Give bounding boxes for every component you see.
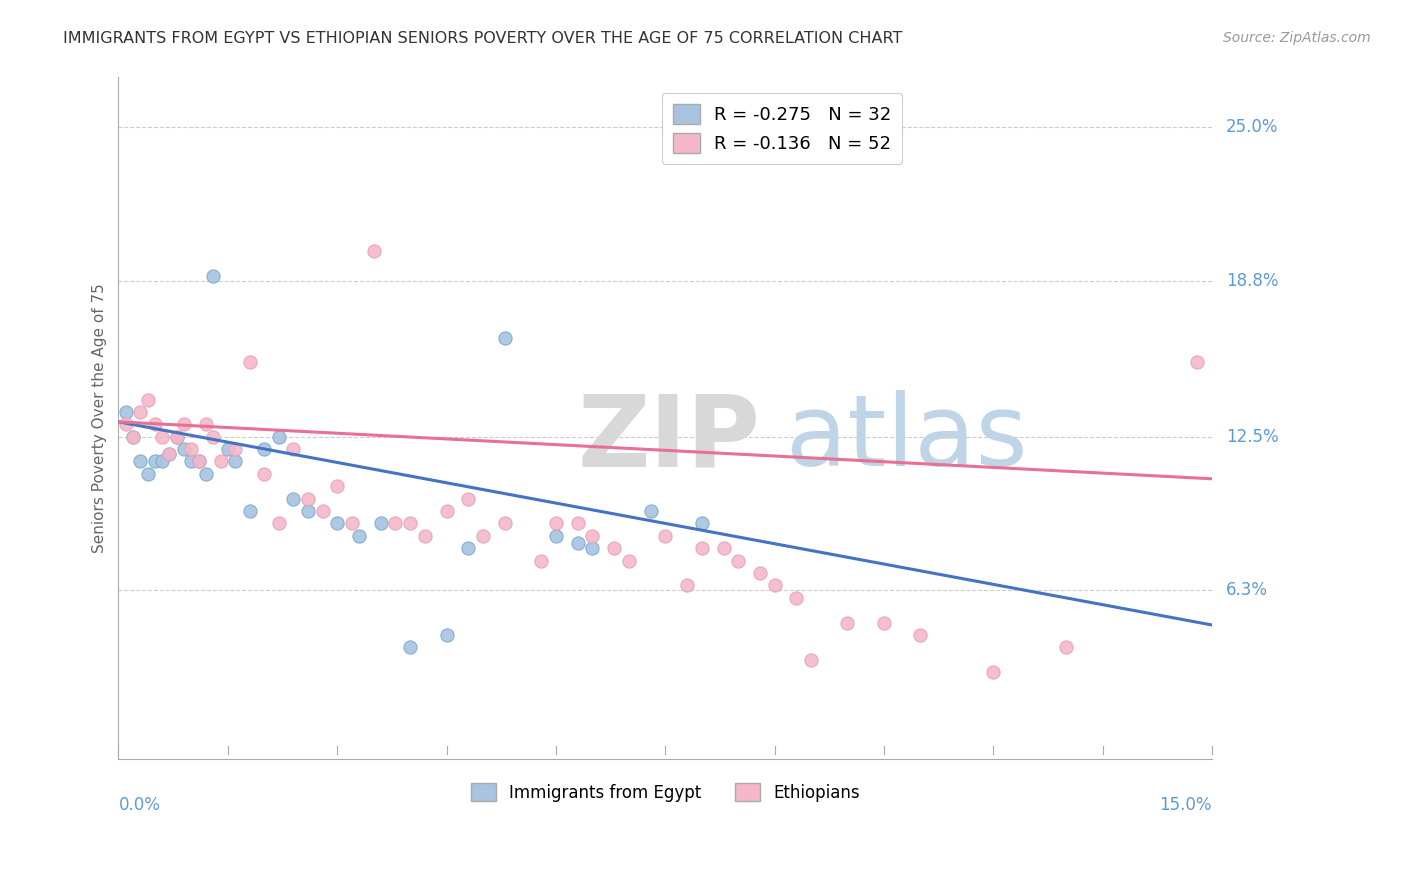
Point <box>267 430 290 444</box>
Point <box>283 491 305 506</box>
Point <box>217 442 239 456</box>
Point <box>202 430 225 444</box>
Point <box>129 454 152 468</box>
Point <box>494 516 516 531</box>
Point <box>114 405 136 419</box>
Point <box>253 467 276 481</box>
Point <box>129 405 152 419</box>
Point <box>347 529 370 543</box>
Text: 6.3%: 6.3% <box>1226 582 1268 599</box>
Point <box>180 454 202 468</box>
Point <box>494 330 516 344</box>
Point <box>785 591 807 605</box>
Point <box>1187 355 1209 369</box>
Point <box>457 491 479 506</box>
Point <box>581 541 603 556</box>
Point <box>640 504 662 518</box>
Point <box>603 541 626 556</box>
Point <box>436 504 458 518</box>
Point <box>194 417 217 432</box>
Point <box>166 430 188 444</box>
Point <box>239 355 262 369</box>
Point <box>413 529 436 543</box>
Text: 0.0%: 0.0% <box>118 797 160 814</box>
Point <box>981 665 1004 679</box>
Point <box>311 504 333 518</box>
Point <box>326 516 349 531</box>
Text: ZIP: ZIP <box>578 390 761 487</box>
Point <box>567 516 589 531</box>
Point <box>617 553 640 567</box>
Point <box>690 516 713 531</box>
Point <box>267 516 290 531</box>
Point <box>136 467 159 481</box>
Point <box>166 430 188 444</box>
Point <box>690 541 713 556</box>
Y-axis label: Seniors Poverty Over the Age of 75: Seniors Poverty Over the Age of 75 <box>93 284 107 553</box>
Point <box>114 417 136 432</box>
Text: 12.5%: 12.5% <box>1226 427 1278 446</box>
Point <box>150 454 173 468</box>
Point <box>763 578 786 592</box>
Point <box>253 442 276 456</box>
Point <box>173 442 195 456</box>
Point <box>837 615 859 630</box>
Point <box>224 454 246 468</box>
Point <box>457 541 479 556</box>
Point <box>370 516 392 531</box>
Point <box>581 529 603 543</box>
Text: Source: ZipAtlas.com: Source: ZipAtlas.com <box>1223 31 1371 45</box>
Point <box>159 447 181 461</box>
Point <box>363 244 385 258</box>
Point <box>436 628 458 642</box>
Point <box>800 653 823 667</box>
Point <box>472 529 495 543</box>
Point <box>910 628 932 642</box>
Point <box>544 516 567 531</box>
Point <box>340 516 363 531</box>
Point <box>749 566 772 580</box>
Point <box>384 516 406 531</box>
Point <box>399 516 422 531</box>
Point <box>202 268 225 283</box>
Text: 18.8%: 18.8% <box>1226 271 1278 290</box>
Point <box>122 430 145 444</box>
Point <box>143 417 166 432</box>
Point <box>239 504 262 518</box>
Point <box>297 491 319 506</box>
Text: IMMIGRANTS FROM EGYPT VS ETHIOPIAN SENIORS POVERTY OVER THE AGE OF 75 CORRELATIO: IMMIGRANTS FROM EGYPT VS ETHIOPIAN SENIO… <box>63 31 903 46</box>
Point <box>727 553 749 567</box>
Point <box>326 479 349 493</box>
Legend: Immigrants from Egypt, Ethiopians: Immigrants from Egypt, Ethiopians <box>464 776 866 808</box>
Text: 25.0%: 25.0% <box>1226 118 1278 136</box>
Point <box>567 536 589 550</box>
Point <box>143 454 166 468</box>
Point <box>180 442 202 456</box>
Point <box>224 442 246 456</box>
Point <box>209 454 232 468</box>
Point <box>173 417 195 432</box>
Point <box>194 467 217 481</box>
Point <box>297 504 319 518</box>
Point <box>530 553 553 567</box>
Point <box>676 578 699 592</box>
Point <box>159 447 181 461</box>
Point <box>654 529 676 543</box>
Text: 15.0%: 15.0% <box>1160 797 1212 814</box>
Point <box>1054 640 1077 655</box>
Point <box>136 392 159 407</box>
Point <box>122 430 145 444</box>
Text: atlas: atlas <box>786 390 1028 487</box>
Point <box>399 640 422 655</box>
Point <box>187 454 209 468</box>
Point <box>187 454 209 468</box>
Point <box>283 442 305 456</box>
Point <box>544 529 567 543</box>
Point <box>713 541 735 556</box>
Point <box>873 615 896 630</box>
Point <box>150 430 173 444</box>
